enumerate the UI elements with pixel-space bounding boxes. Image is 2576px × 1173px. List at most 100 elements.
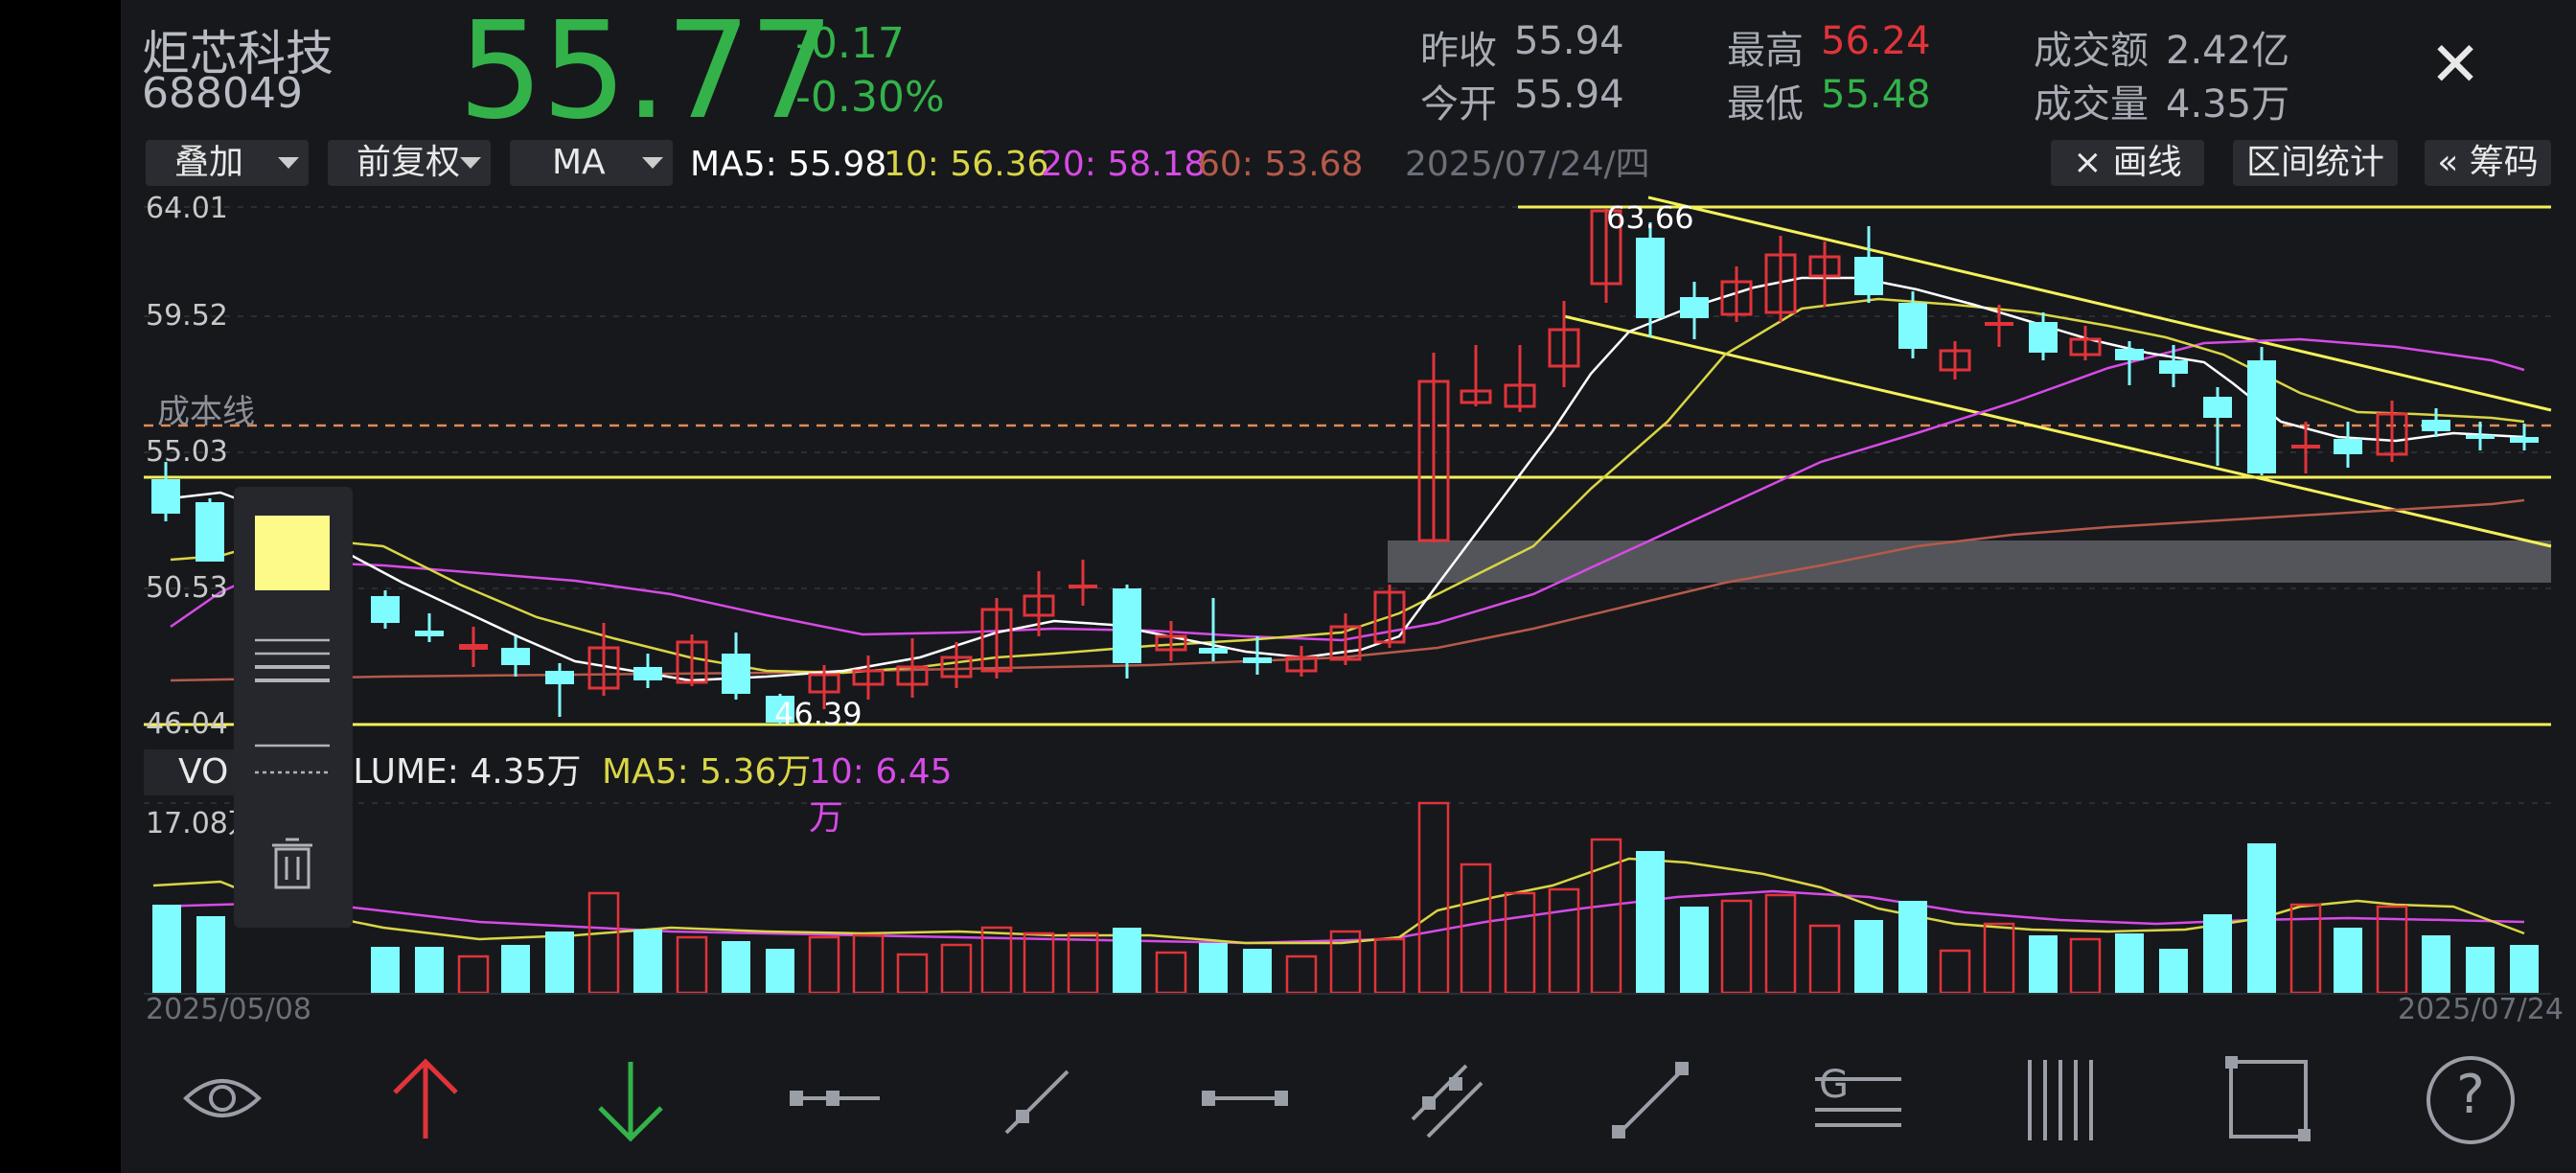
candle xyxy=(1023,571,1055,636)
open-label: 今开 xyxy=(1420,82,1497,126)
trough-price-label: 46.39 xyxy=(774,696,862,732)
volume-bar xyxy=(1023,932,1055,995)
draw-line-button[interactable]: × 画线 xyxy=(2051,140,2204,186)
volume-bar xyxy=(2069,937,2102,995)
volume-ma5-value: MA5: 5.36万 xyxy=(602,752,812,792)
segment-icon[interactable] xyxy=(790,1091,880,1106)
help-icon[interactable] xyxy=(2426,1056,2515,1144)
candle xyxy=(2510,424,2539,450)
volume-bars xyxy=(152,801,2539,995)
overlay-label: 叠加 xyxy=(174,143,244,182)
candle xyxy=(722,632,750,700)
adjust-label: 前复权 xyxy=(356,143,461,182)
overlay-dropdown[interactable]: 叠加 xyxy=(146,140,309,186)
candle xyxy=(1985,305,2013,347)
gann-icon[interactable] xyxy=(1815,1077,1901,1127)
adjust-dropdown[interactable]: 前复权 xyxy=(328,140,491,186)
candle xyxy=(1373,585,1406,648)
volume-bar xyxy=(1243,949,1272,993)
candle xyxy=(2115,341,2144,385)
volume-bar xyxy=(1460,862,1492,995)
volume-bar xyxy=(2203,914,2232,993)
volume-bar xyxy=(457,954,490,995)
candle xyxy=(1069,560,1097,606)
volume-bar xyxy=(2159,949,2188,993)
chips-button[interactable]: « 筹码 xyxy=(2425,140,2551,186)
channel-lower-line[interactable] xyxy=(1563,314,2552,548)
candle xyxy=(2203,387,2232,466)
candle xyxy=(1636,222,1665,337)
volume-value: 4.35万 xyxy=(2166,82,2290,126)
volume-bar xyxy=(2115,933,2144,993)
candle xyxy=(1898,291,1927,358)
candle xyxy=(940,642,973,688)
ma10-value: 10: 56.36 xyxy=(884,145,1049,184)
volume-bar xyxy=(545,932,574,993)
range-stats-button[interactable]: 区间统计 xyxy=(2233,140,2398,186)
candle xyxy=(2376,401,2408,462)
arrow-down-icon[interactable] xyxy=(598,1062,663,1142)
volume-bar xyxy=(1636,851,1665,993)
dropdown-arrow-icon xyxy=(642,157,663,169)
price-axis-3: 55.03 xyxy=(146,435,228,469)
color-swatch[interactable] xyxy=(255,516,330,590)
candle xyxy=(896,638,929,698)
volume-bar xyxy=(896,953,929,995)
candle xyxy=(196,498,224,562)
volume-bar xyxy=(633,930,662,993)
volume-bar xyxy=(2247,843,2276,993)
volume-bar xyxy=(371,947,400,993)
date-end: 2025/07/24 xyxy=(2398,993,2564,1026)
eye-icon[interactable] xyxy=(183,1079,262,1117)
candle xyxy=(766,694,794,724)
low-label: 最低 xyxy=(1727,82,1804,126)
support-zone xyxy=(1388,540,2551,583)
vertical-lines-icon[interactable] xyxy=(2028,1060,2093,1140)
arrow-up-icon[interactable] xyxy=(393,1058,458,1138)
candle xyxy=(676,634,708,686)
volume-bar xyxy=(1155,951,1187,995)
high-value: 56.24 xyxy=(1821,19,1931,63)
volume-bar xyxy=(1898,901,1927,993)
ray-icon[interactable] xyxy=(1004,1070,1070,1135)
extended-line-icon[interactable] xyxy=(1612,1062,1689,1138)
channel-upper-line[interactable] xyxy=(1647,196,2552,412)
candle xyxy=(2466,422,2495,450)
amount-label: 成交额 xyxy=(2034,29,2149,73)
ma10-line xyxy=(170,297,2525,675)
volume-bar xyxy=(1199,943,1228,993)
prev-close-label: 昨收 xyxy=(1420,29,1497,73)
horizontal-line-icon[interactable] xyxy=(1202,1091,1288,1106)
volume-ma10-line xyxy=(152,889,2525,945)
stock-name: 炬芯科技 xyxy=(142,26,334,81)
last-price: 55.77 xyxy=(458,0,835,150)
volume-bar xyxy=(1373,937,1406,995)
volume-bar xyxy=(2029,935,2058,993)
prev-close-value: 55.94 xyxy=(1514,19,1624,63)
rectangle-icon[interactable] xyxy=(2225,1056,2311,1141)
volume-bar xyxy=(1504,891,1536,995)
price-axis-bottom: 46.04 xyxy=(146,707,228,741)
parallel-channel-icon[interactable] xyxy=(1411,1064,1484,1138)
volume-bar xyxy=(808,935,840,995)
close-button[interactable]: ✕ xyxy=(2425,34,2486,96)
volume-bar xyxy=(1939,949,1971,995)
volume-bar xyxy=(1983,922,2015,995)
candle xyxy=(587,623,620,696)
indicator-label: MA xyxy=(552,143,606,182)
candle xyxy=(980,598,1013,678)
indicator-dropdown[interactable]: MA xyxy=(510,140,673,186)
volume-bar xyxy=(1854,920,1883,993)
candle xyxy=(1504,345,1536,412)
amount-value: 2.42亿 xyxy=(2166,29,2290,73)
volume-ma10-value: 10: 6.45万 xyxy=(809,752,953,838)
volume-bar xyxy=(501,945,530,993)
candle xyxy=(545,663,574,717)
volume-bar xyxy=(2334,928,2362,993)
candle xyxy=(1548,301,1580,387)
candle xyxy=(2334,422,2362,468)
volume-bar xyxy=(415,947,444,993)
candle xyxy=(2422,408,2450,437)
